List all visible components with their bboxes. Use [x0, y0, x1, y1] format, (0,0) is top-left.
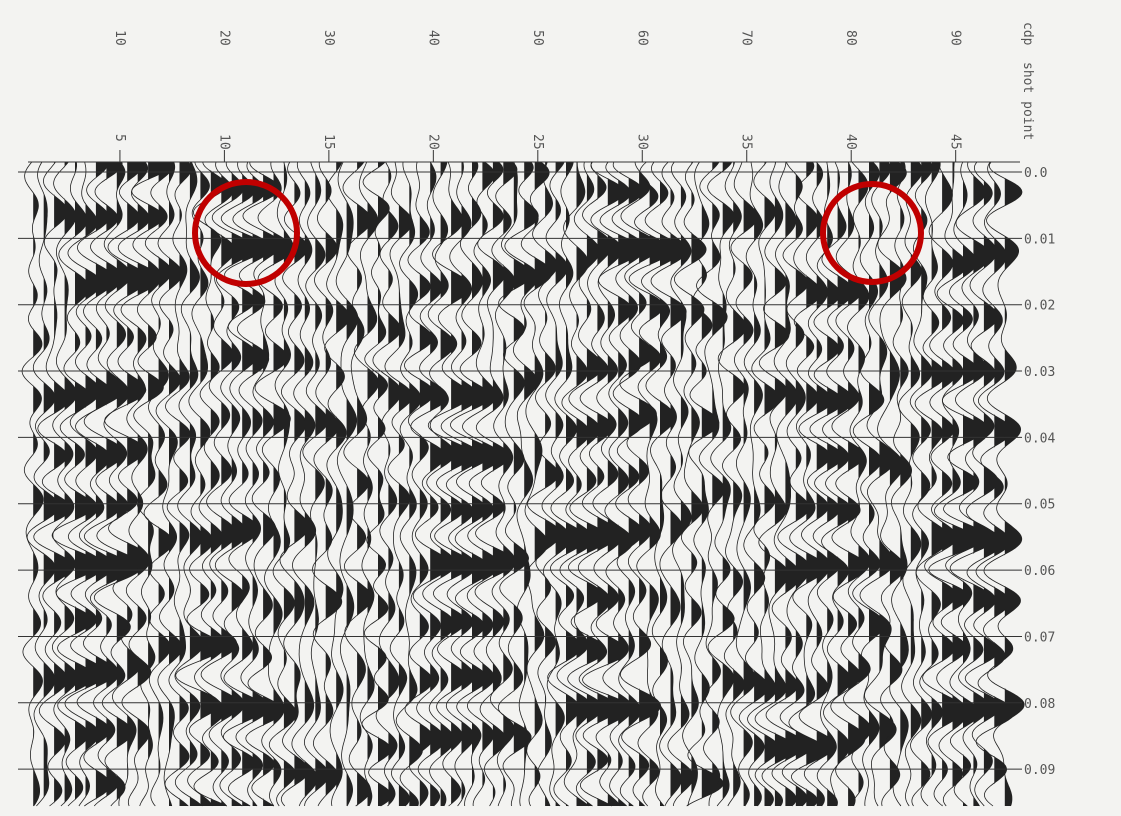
x2-tick-label: 45: [948, 134, 963, 150]
trace-wiggle: [22, 162, 43, 806]
x2-tick-label: 25: [530, 134, 545, 150]
trace-fill: [33, 162, 43, 806]
y-tick-label: 0.01: [1024, 232, 1055, 247]
x-tick-label: 70: [739, 30, 754, 46]
trace-fill: [44, 162, 59, 806]
trace-wiggle: [441, 162, 481, 806]
trace-wiggle: [505, 162, 539, 806]
trace-wiggle: [84, 162, 130, 806]
trace-wiggle: [52, 162, 78, 806]
x2-tick-label: 30: [634, 134, 649, 150]
x2-tick-label: 40: [843, 134, 858, 150]
x-tick-label: 30: [321, 30, 336, 46]
trace-fill: [503, 162, 517, 806]
trace-wiggle: [853, 162, 885, 806]
trace-fill: [441, 162, 456, 806]
seismic-section: 0.0 0.01 0.02 0.03 0.04 0.05 0.06 0.07 0.08 0.09 1…: [0, 0, 1121, 816]
trace-fill: [806, 162, 826, 806]
x2-axis-title: shot point: [1020, 62, 1035, 140]
x-tick-label: 40: [425, 30, 440, 46]
y-tick-label: 0.08: [1024, 697, 1055, 712]
x-axis-title: cdp: [1020, 22, 1035, 46]
x-tick-label: 60: [634, 30, 649, 46]
y-tick-label: 0.06: [1024, 564, 1055, 579]
y-tick-label: 0.02: [1024, 299, 1055, 314]
trace-fill: [754, 162, 768, 806]
trace-fill: [75, 162, 97, 806]
trace-fill: [180, 162, 192, 806]
trace-wiggle: [810, 162, 843, 806]
x-tick-label: 20: [216, 30, 231, 46]
trace-wiggle: [76, 162, 116, 806]
y-tick-label: 0.03: [1024, 365, 1055, 380]
y-tick-label: 0.05: [1024, 498, 1055, 513]
trace-wiggle: [411, 162, 450, 806]
trace-fill: [462, 162, 481, 806]
x2-tick-label: 20: [425, 134, 440, 150]
x-tick-label: 10: [112, 30, 127, 46]
trace-wiggle: [451, 162, 492, 806]
trace-wiggle: [844, 162, 872, 806]
x-tick-label: 50: [530, 30, 545, 46]
x-tick-label: 90: [948, 30, 963, 46]
x-tick-label: 80: [843, 30, 858, 46]
trace-fill: [347, 162, 358, 806]
y-tick-label: 0.09: [1024, 763, 1055, 778]
trace-fill: [1005, 162, 1024, 806]
x2-tick-label: 10: [216, 134, 231, 150]
trace-wiggle: [105, 162, 149, 806]
trace-fill: [326, 162, 342, 806]
trace-wiggle: [405, 162, 435, 806]
trace-wiggle: [822, 162, 854, 806]
x2-tick-label: 5: [112, 134, 127, 142]
y-tick-label: 0.04: [1024, 431, 1055, 446]
trace-wiggle: [831, 162, 867, 806]
y-tick-label: 0.0: [1024, 166, 1047, 181]
trace-fill: [54, 162, 72, 806]
trace-wiggle: [65, 162, 106, 806]
trace-wiggle: [697, 162, 728, 806]
trace-wiggle: [423, 162, 456, 806]
trace-fill: [86, 162, 106, 806]
x2-tick-label: 15: [321, 134, 336, 150]
x2-tick-label: 35: [739, 134, 754, 150]
trace-wiggle: [118, 162, 159, 806]
y-tick-label: 0.07: [1024, 630, 1055, 645]
traces: [22, 162, 1024, 806]
